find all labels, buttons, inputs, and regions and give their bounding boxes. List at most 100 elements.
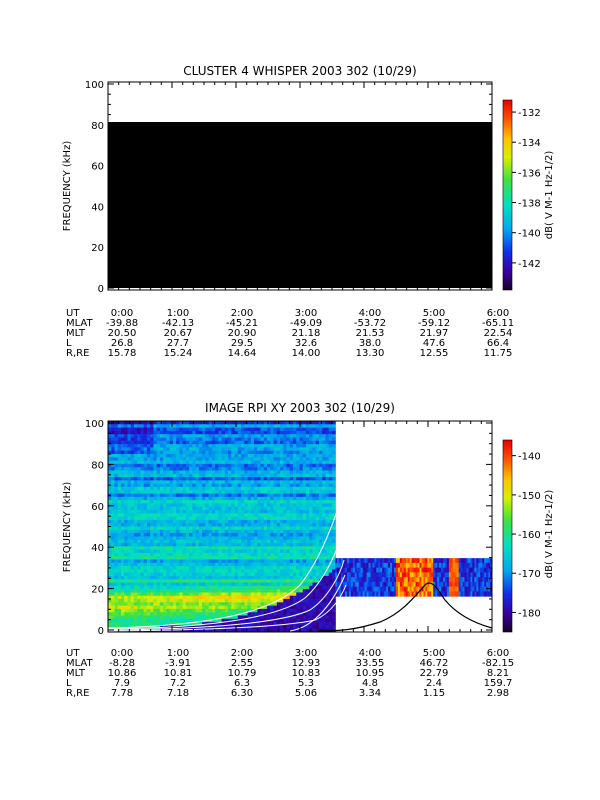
heatmap-cell: [133, 542, 138, 547]
heatmap-cell: [179, 569, 184, 574]
heatmap-cell: [276, 444, 281, 448]
heatmap-cell: [124, 602, 129, 607]
heatmap-cell: [192, 612, 197, 617]
heatmap-cell: [185, 421, 190, 425]
heatmap-cell: [195, 421, 200, 425]
heatmap-cell: [218, 602, 223, 607]
heatmap-cell: [312, 582, 317, 587]
heatmap-cell: [247, 536, 252, 541]
heatmap-cell: [114, 490, 119, 495]
heatmap-cell: [211, 510, 216, 514]
heatmap-cell: [244, 430, 249, 435]
heatmap-cell: [325, 546, 330, 551]
heatmap-cell: [176, 608, 181, 613]
heatmap-cell: [325, 536, 330, 541]
band-cell: [354, 558, 358, 564]
heatmap-cell: [221, 549, 226, 554]
heatmap-cell: [140, 444, 145, 448]
heatmap-cell: [273, 542, 278, 547]
heatmap-cell: [328, 473, 333, 478]
heatmap-cell: [172, 483, 177, 488]
heatmap-cell: [192, 618, 197, 623]
heatmap-cell: [309, 500, 314, 505]
heatmap-cell: [137, 434, 142, 439]
band-cell: [346, 572, 350, 578]
heatmap-cell: [189, 566, 193, 570]
heatmap-cell: [224, 549, 229, 554]
heatmap-cell: [283, 559, 288, 564]
heatmap-cell: [179, 529, 184, 534]
heatmap-cell: [312, 516, 317, 521]
heatmap-cell: [159, 523, 164, 528]
heatmap-cell: [215, 615, 219, 620]
heatmap-cell: [130, 595, 135, 600]
heatmap-cell: [325, 608, 330, 613]
heatmap-cell: [234, 453, 239, 458]
heatmap-cell: [257, 549, 262, 554]
heatmap-cell: [163, 605, 168, 610]
heatmap-cell: [328, 615, 333, 620]
heatmap-cell: [202, 430, 206, 435]
heatmap-cell: [221, 516, 226, 521]
band-cell: [382, 577, 385, 583]
heatmap-cell: [283, 434, 288, 439]
heatmap-cell: [280, 490, 284, 495]
heatmap-cell: [218, 503, 223, 508]
heatmap-cell: [228, 562, 232, 567]
heatmap-cell: [267, 477, 271, 481]
heatmap-cell: [250, 556, 255, 561]
band-cell: [401, 562, 405, 569]
heatmap-cell: [260, 477, 265, 481]
heatmap-cell: [218, 552, 223, 557]
heatmap-cell: [143, 477, 148, 481]
heatmap-cell: [130, 510, 135, 514]
heatmap-cell: [254, 430, 258, 435]
heatmap-cell: [202, 575, 206, 580]
band-cell: [413, 577, 417, 583]
heatmap-cell: [208, 589, 213, 594]
heatmap-cell: [182, 480, 187, 485]
heatmap-cell: [244, 496, 249, 501]
heatmap-cell: [257, 612, 262, 617]
heatmap-cell: [293, 612, 297, 617]
heatmap-cell: [224, 542, 229, 547]
heatmap-cell: [299, 605, 304, 610]
heatmap-cell: [127, 589, 132, 594]
heatmap-cell: [315, 493, 320, 498]
heatmap-cell: [244, 480, 249, 485]
heatmap-cell: [221, 447, 226, 452]
heatmap-cell: [189, 589, 193, 594]
heatmap-cell: [195, 559, 200, 564]
heatmap-cell: [146, 460, 151, 465]
heatmap-cell: [293, 427, 297, 432]
heatmap-cell: [111, 506, 116, 511]
heatmap-cell: [267, 490, 271, 495]
heatmap-cell: [169, 460, 174, 465]
heatmap-cell: [293, 608, 297, 613]
heatmap-cell: [150, 513, 155, 518]
heatmap-cell: [312, 427, 317, 432]
heatmap-cell: [211, 437, 216, 442]
heatmap-cell: [247, 450, 252, 455]
heatmap-cell: [228, 542, 232, 547]
heatmap-cell: [163, 496, 168, 501]
heatmap-cell: [257, 579, 262, 584]
heatmap-cell: [315, 506, 320, 511]
heatmap-cell: [163, 595, 168, 600]
heatmap-cell: [328, 444, 333, 448]
heatmap-cell: [143, 480, 148, 485]
heatmap-cell: [247, 562, 252, 567]
heatmap-cell: [179, 533, 184, 537]
heatmap-cell: [111, 595, 116, 600]
heatmap-cell: [192, 599, 197, 603]
heatmap-cell: [179, 437, 184, 442]
heatmap-cell: [185, 490, 190, 495]
heatmap-cell: [156, 592, 161, 597]
heatmap-cell: [205, 463, 210, 468]
heatmap-cell: [137, 453, 142, 458]
heatmap-cell: [267, 510, 271, 514]
heatmap-cell: [237, 440, 242, 445]
heatmap-cell: [169, 523, 174, 528]
heatmap-cell: [289, 612, 294, 617]
heatmap-cell: [250, 496, 255, 501]
